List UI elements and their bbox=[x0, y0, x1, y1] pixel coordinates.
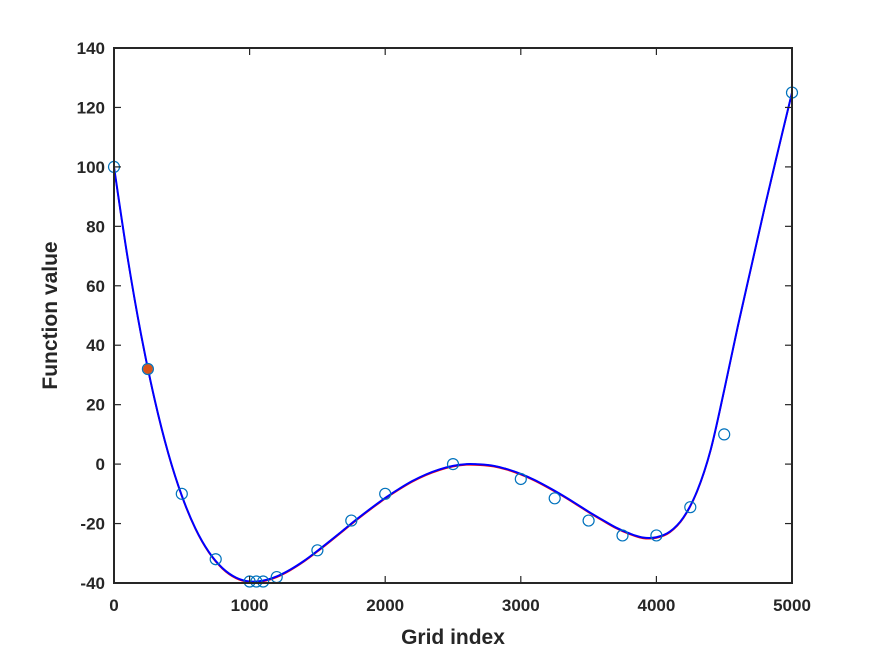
curves-layer bbox=[113, 92, 793, 584]
tick-labels-layer: 0 1000 2000 3000 4000 5000 -40 -20 0 20 40 60 80 100 1… bbox=[77, 39, 811, 615]
highlight-point bbox=[142, 364, 153, 374]
x-tick-label: 0 bbox=[109, 596, 118, 615]
sample-marker bbox=[345, 514, 358, 527]
sample-marker bbox=[209, 553, 222, 566]
y-tick-label: 60 bbox=[86, 277, 105, 296]
sample-marker bbox=[650, 529, 663, 542]
sample-marker bbox=[175, 487, 188, 500]
x-axis-label: Grid index bbox=[401, 626, 505, 649]
y-tick-label: 20 bbox=[86, 396, 105, 415]
y-tick-label: 100 bbox=[77, 158, 105, 177]
x-tick-label: 5000 bbox=[773, 596, 811, 615]
x-tick-label: 2000 bbox=[366, 596, 404, 615]
sample-marker bbox=[446, 458, 460, 471]
x-tick-label: 1000 bbox=[231, 596, 269, 615]
sample-marker bbox=[379, 487, 392, 500]
y-tick-label: -20 bbox=[80, 515, 105, 534]
sample-marker bbox=[582, 514, 595, 527]
sample-marker bbox=[684, 501, 697, 514]
y-tick-label: 0 bbox=[96, 455, 105, 474]
plot-area bbox=[114, 48, 792, 583]
axes-box bbox=[113, 47, 793, 584]
sample-marker bbox=[250, 575, 263, 588]
x-tick-label: 4000 bbox=[637, 596, 675, 615]
markers-layer bbox=[107, 86, 799, 588]
sample-marker bbox=[257, 575, 270, 588]
sample-marker bbox=[514, 472, 527, 486]
y-tick-label: 80 bbox=[86, 217, 105, 236]
y-tick-label: 140 bbox=[77, 39, 105, 58]
y-tick-label: 120 bbox=[77, 98, 105, 117]
x-tick-label: 3000 bbox=[502, 596, 540, 615]
sample-marker bbox=[616, 529, 629, 542]
blue-series-line bbox=[113, 92, 793, 583]
y-tick-label: 40 bbox=[86, 336, 105, 355]
sample-marker bbox=[718, 428, 731, 441]
ticks-layer bbox=[113, 47, 793, 584]
y-tick-label: -40 bbox=[80, 574, 105, 593]
sample-marker bbox=[548, 492, 561, 505]
sample-marker bbox=[311, 544, 324, 557]
sample-marker bbox=[141, 362, 154, 376]
y-axis-label: Function value bbox=[39, 241, 62, 389]
